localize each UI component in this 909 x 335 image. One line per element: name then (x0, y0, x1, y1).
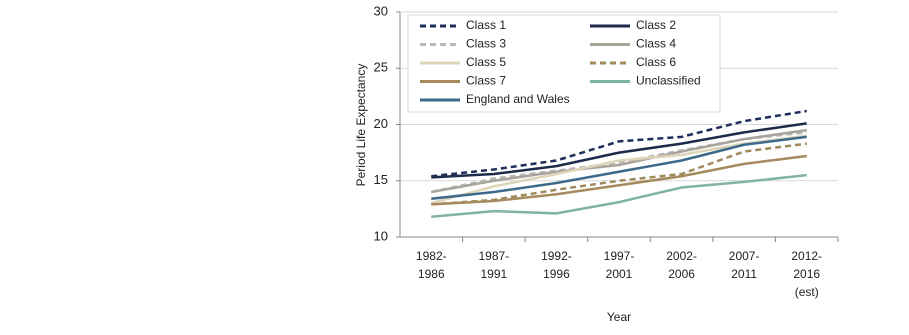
series-line (431, 109, 807, 178)
legend-label: Class 7 (466, 74, 506, 88)
legend-label: Unclassified (636, 74, 701, 88)
series-line (431, 131, 807, 194)
legend-label: Class 2 (636, 18, 676, 32)
series-line (431, 122, 807, 179)
series-line (431, 154, 807, 206)
y-tick-label: 10 (374, 228, 388, 243)
x-tick-label: 1987-1991 (479, 249, 510, 281)
y-tick-label: 30 (374, 3, 388, 18)
legend-label: Class 3 (466, 37, 506, 51)
series-line (431, 135, 807, 200)
legend-label: Class 1 (466, 18, 506, 32)
legend-label: Class 4 (636, 37, 676, 51)
y-tick-label: 15 (374, 172, 388, 187)
x-axis-label: Year (607, 310, 631, 324)
y-axis-label: Period Life Expectancy (354, 64, 368, 187)
x-tick-label: 1982-1986 (416, 249, 447, 281)
series-line (431, 173, 807, 218)
y-tick-label: 25 (374, 60, 388, 75)
series-line (431, 128, 807, 194)
legend-label: Class 6 (636, 55, 676, 69)
x-tick-label: 2012-2016 (est) (791, 249, 822, 299)
y-tick-label: 20 (374, 116, 388, 131)
legend-label: Class 5 (466, 55, 506, 69)
x-tick-label: 2007-2011 (729, 249, 760, 281)
x-tick-label: 1992-1996 (541, 249, 572, 281)
legend-label: England and Wales (466, 92, 570, 106)
x-tick-label: 1997-2001 (604, 249, 635, 281)
x-tick-label: 2002-2006 (666, 249, 697, 281)
